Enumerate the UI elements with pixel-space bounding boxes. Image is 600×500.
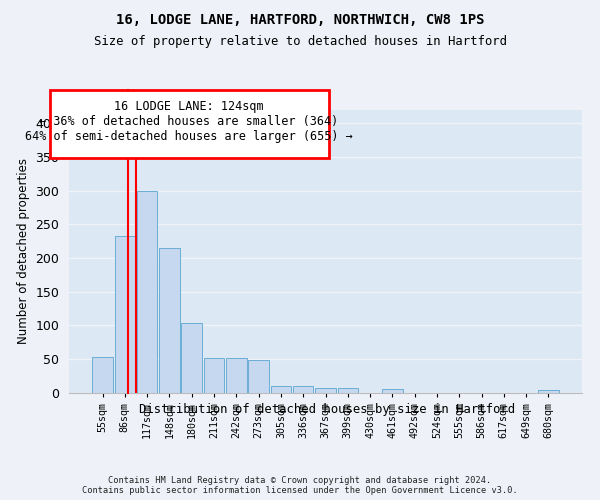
Bar <box>137 190 157 392</box>
Bar <box>271 386 291 392</box>
Bar <box>159 248 180 392</box>
Bar <box>538 390 559 392</box>
Text: 16, LODGE LANE, HARTFORD, NORTHWICH, CW8 1PS: 16, LODGE LANE, HARTFORD, NORTHWICH, CW8… <box>116 12 484 26</box>
Text: Size of property relative to detached houses in Hartford: Size of property relative to detached ho… <box>94 35 506 48</box>
Text: 16 LODGE LANE: 124sqm: 16 LODGE LANE: 124sqm <box>114 100 264 113</box>
Text: Contains HM Land Registry data © Crown copyright and database right 2024.
Contai: Contains HM Land Registry data © Crown c… <box>82 476 518 495</box>
Text: 64% of semi-detached houses are larger (655) →: 64% of semi-detached houses are larger (… <box>25 130 353 143</box>
Bar <box>382 389 403 392</box>
Bar <box>226 358 247 392</box>
Bar <box>204 358 224 392</box>
Y-axis label: Number of detached properties: Number of detached properties <box>17 158 30 344</box>
Bar <box>92 357 113 392</box>
Bar <box>315 388 336 392</box>
Bar <box>293 386 313 392</box>
Bar <box>115 236 135 392</box>
Bar <box>248 360 269 392</box>
Bar <box>338 388 358 392</box>
Bar <box>181 323 202 392</box>
Text: ← 36% of detached houses are smaller (364): ← 36% of detached houses are smaller (36… <box>40 115 338 128</box>
Text: Distribution of detached houses by size in Hartford: Distribution of detached houses by size … <box>139 402 515 415</box>
